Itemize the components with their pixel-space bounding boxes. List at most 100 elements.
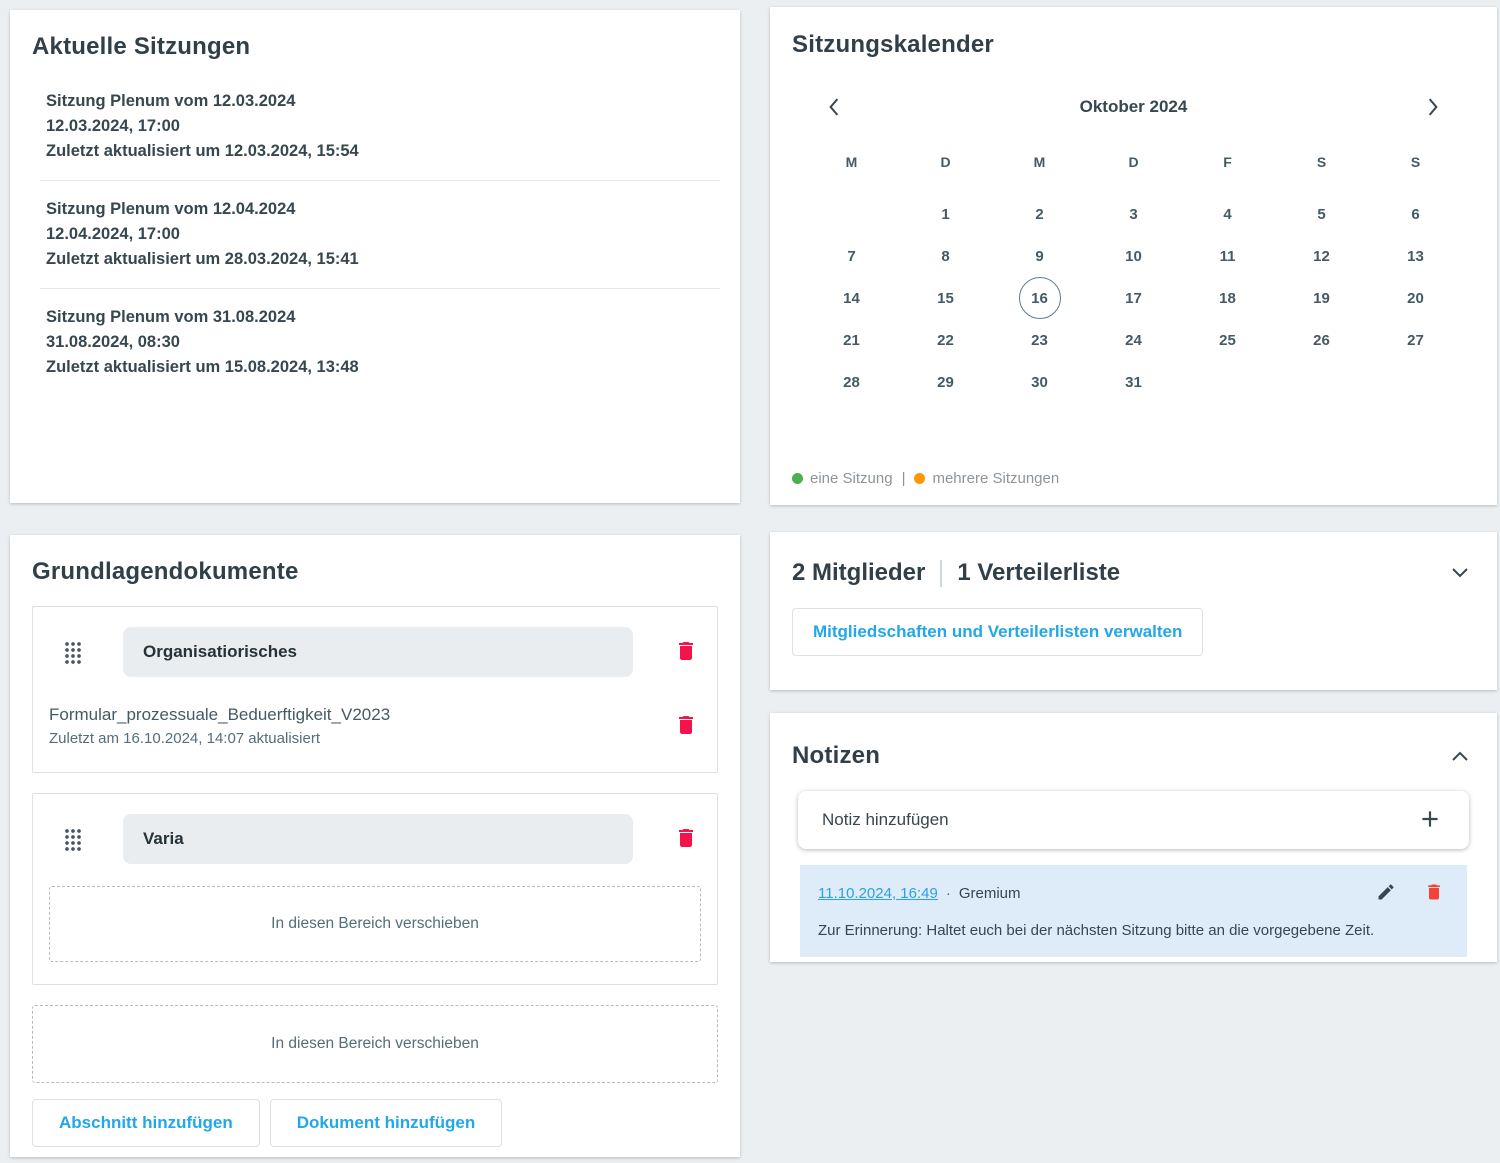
section-name-input[interactable]: Organisatiorisches [123,627,633,677]
document-row[interactable]: Formular_prozessuale_Beduerftigkeit_V202… [49,703,701,750]
note-actions [1371,878,1449,908]
session-title: Sitzung Plenum vom 12.04.2024 [46,200,296,218]
members-collapse-button[interactable] [1445,558,1475,588]
calendar-day[interactable]: 16 [993,277,1087,319]
calendar-day-empty [1369,361,1463,403]
dropzone-label: In diesen Bereich verschieben [271,1035,479,1052]
one-session-dot-icon [792,473,803,484]
trash-icon [674,713,698,740]
weekday-header: F [1223,154,1232,170]
calendar-day[interactable]: 30 [1031,373,1048,391]
calendar-day[interactable]: 5 [1317,205,1326,223]
add-section-button[interactable]: Abschnitt hinzufügen [32,1099,260,1147]
current-sessions-panel: Aktuelle Sitzungen Sitzung Plenum vom 12… [10,10,740,503]
calendar-day[interactable]: 22 [937,331,954,349]
calendar-day[interactable]: 8 [941,247,950,265]
weekday-header: M [845,154,858,170]
calendar-day[interactable]: 24 [1125,331,1142,349]
note-separator: · [945,884,951,902]
section-header-row: Varia [49,814,701,864]
calendar-day[interactable]: 28 [843,373,860,391]
session-datetime: 31.08.2024, 08:30 [46,333,180,351]
delete-section-button[interactable] [671,637,701,667]
session-list-item[interactable]: Sitzung Plenum vom 12.04.2024 12.04.2024… [40,180,720,288]
calendar-day[interactable]: 9 [1035,247,1044,265]
chevron-left-icon [827,97,841,119]
calendar-day[interactable]: 26 [1313,331,1330,349]
calendar-day[interactable]: 21 [843,331,860,349]
calendar-next-month-button[interactable] [1417,92,1449,124]
base-documents-title: Grundlagendokumente [32,558,299,585]
add-note-card[interactable]: Notiz hinzufügen [798,791,1469,849]
calendar-day[interactable]: 17 [1125,289,1142,307]
session-list-item[interactable]: Sitzung Plenum vom 12.03.2024 12.03.2024… [40,73,720,180]
session-list-item[interactable]: Sitzung Plenum vom 31.08.2024 31.08.2024… [40,288,720,396]
session-updated: Zuletzt aktualisiert um 28.03.2024, 15:4… [46,250,359,268]
weekday-header: D [1128,154,1139,170]
calendar-legend: eine Sitzung | mehrere Sitzungen [792,470,1059,487]
note-timestamp-link[interactable]: 11.10.2024, 16:49 [818,884,938,902]
session-calendar-title: Sitzungskalender [792,31,994,58]
add-document-button[interactable]: Dokument hinzufügen [269,1099,503,1147]
members-count-label: 2 Mitglieder [792,559,926,586]
calendar-day[interactable]: 19 [1313,289,1330,307]
document-section-varia: Varia In diesen Bereich verschieben [32,793,718,985]
session-updated: Zuletzt aktualisiert um 12.03.2024, 15:5… [46,142,359,160]
weekday-header: S [1410,154,1421,170]
delete-section-button[interactable] [671,824,701,854]
note-source-label: Gremium [958,884,1021,902]
chevron-down-icon [1452,566,1468,581]
drag-handle-icon[interactable] [63,827,81,851]
calendar-month-label: Oktober 2024 [1079,97,1188,116]
calendar-day-empty [1181,361,1275,403]
document-updated-label: Zuletzt am 16.10.2024, 14:07 aktualisier… [49,730,320,747]
session-list: Sitzung Plenum vom 12.03.2024 12.03.2024… [40,73,720,396]
calendar-day[interactable]: 25 [1219,331,1236,349]
notes-collapse-button[interactable] [1445,741,1475,771]
note-header: 11.10.2024, 16:49 · Gremium [818,878,1449,908]
dropzone-label: In diesen Bereich verschieben [271,915,479,932]
calendar-day[interactable]: 23 [1031,331,1048,349]
calendar-day[interactable]: 10 [1125,247,1142,265]
note-item: 11.10.2024, 16:49 · Gremium Zur Erinneru… [800,865,1467,957]
drag-handle-icon[interactable] [63,640,81,664]
section-dropzone[interactable]: In diesen Bereich verschieben [49,886,701,962]
calendar-day[interactable]: 29 [937,373,954,391]
delete-document-button[interactable] [671,712,701,742]
chevron-right-icon [1426,97,1440,119]
plus-icon [1417,806,1443,835]
document-title: Formular_prozessuale_Beduerftigkeit_V202… [49,705,391,724]
calendar-day[interactable]: 6 [1411,205,1420,223]
distribution-list-count-label: 1 Verteilerliste [957,559,1121,586]
add-note-button[interactable] [1415,805,1445,835]
delete-note-button[interactable] [1419,878,1449,908]
calendar-day[interactable]: 31 [1125,373,1142,391]
calendar-day[interactable]: 14 [843,289,860,307]
trash-icon [1424,882,1444,905]
section-name-input[interactable]: Varia [123,814,633,864]
chevron-up-icon [1452,749,1468,764]
calendar-prev-month-button[interactable] [818,92,850,124]
calendar-day[interactable]: 13 [1407,247,1424,265]
calendar-day[interactable]: 1 [941,205,950,223]
new-section-dropzone[interactable]: In diesen Bereich verschieben [32,1005,718,1083]
session-datetime: 12.03.2024, 17:00 [46,117,180,135]
calendar-day[interactable]: 4 [1223,205,1232,223]
calendar-day-empty [805,193,899,235]
calendar-day[interactable]: 15 [937,289,954,307]
documents-actions-row: Abschnitt hinzufügen Dokument hinzufügen [32,1099,718,1147]
calendar-day[interactable]: 20 [1407,289,1424,307]
edit-note-button[interactable] [1371,878,1401,908]
current-sessions-title: Aktuelle Sitzungen [32,33,251,60]
calendar-day[interactable]: 12 [1313,247,1330,265]
session-title: Sitzung Plenum vom 12.03.2024 [46,92,296,110]
note-text: Zur Erinnerung: Haltet euch bei der näch… [818,922,1375,939]
weekday-header: S [1316,154,1327,170]
calendar-day[interactable]: 11 [1219,247,1236,265]
calendar-day[interactable]: 27 [1407,331,1424,349]
calendar-day[interactable]: 18 [1219,289,1236,307]
calendar-day[interactable]: 7 [847,247,856,265]
calendar-day[interactable]: 3 [1129,205,1138,223]
manage-memberships-button[interactable]: Mitgliedschaften und Verteilerlisten ver… [792,608,1204,656]
calendar-day[interactable]: 2 [1035,205,1044,223]
